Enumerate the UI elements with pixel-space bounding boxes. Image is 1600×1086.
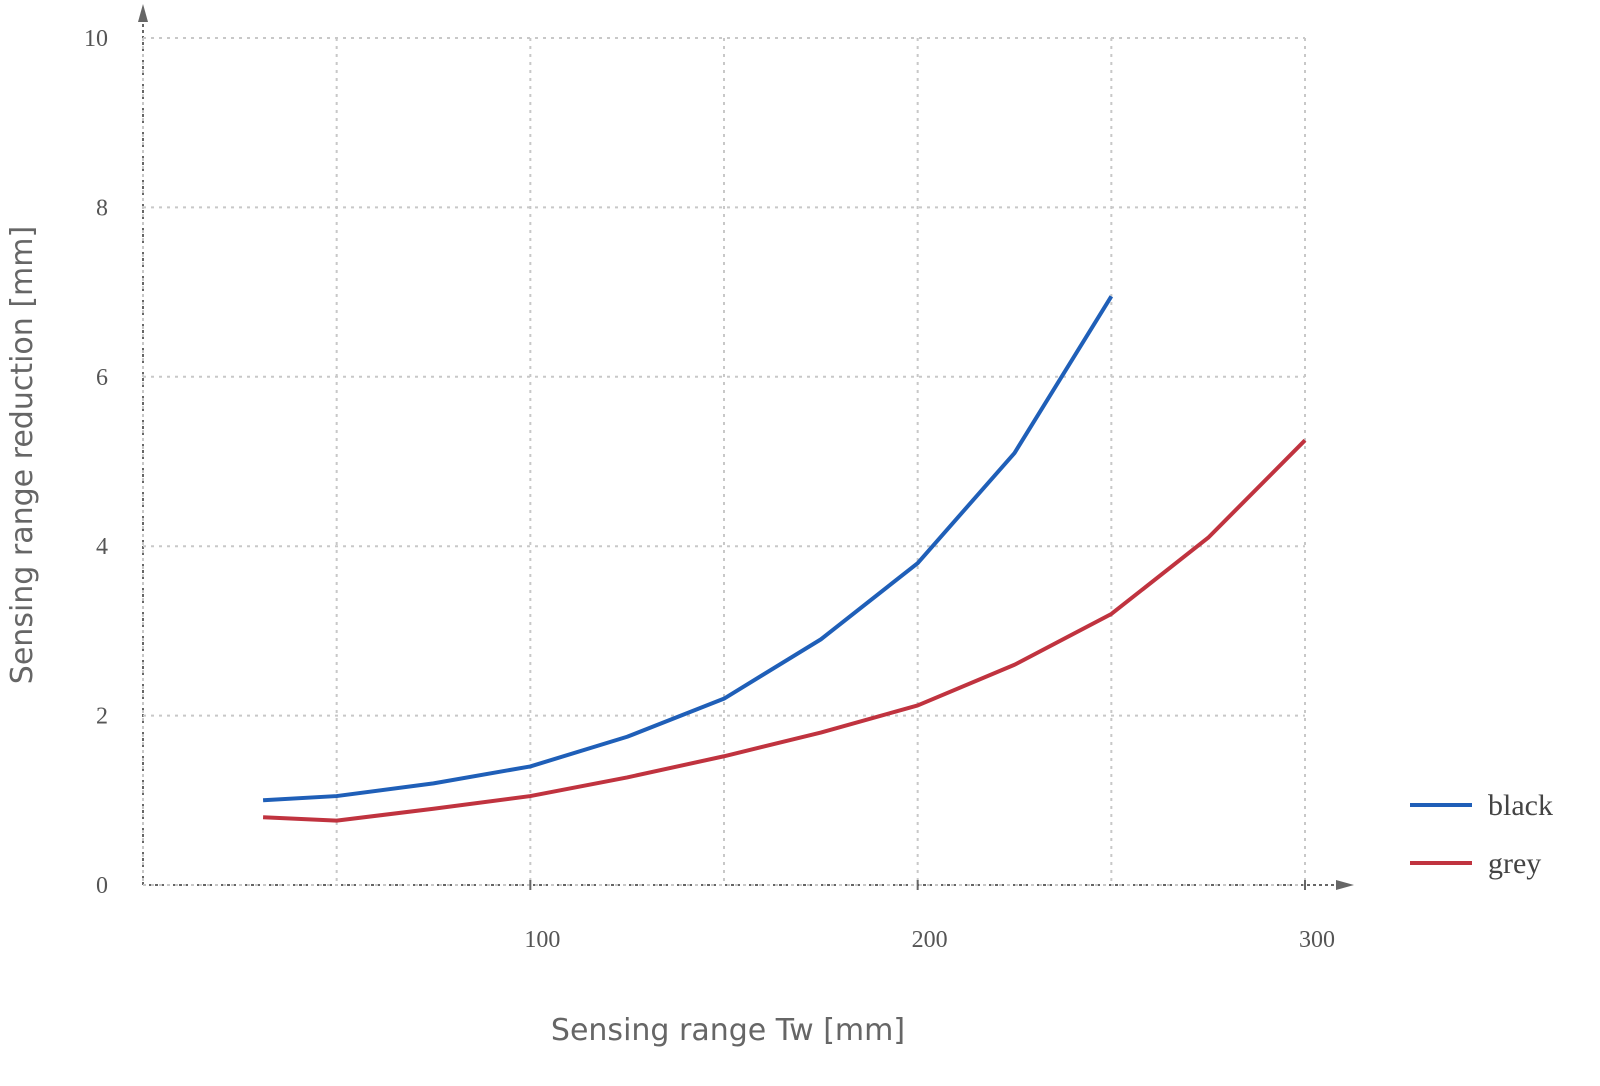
legend-label: black xyxy=(1488,789,1553,822)
line xyxy=(262,295,1114,803)
x-tick-label: 200 xyxy=(912,927,948,953)
y-tick-label: 10 xyxy=(84,26,108,52)
y-axis-title: Sensing range reduction [mm] xyxy=(5,226,40,684)
y-axis-arrow xyxy=(138,4,148,22)
y-tick-label: 6 xyxy=(96,365,108,391)
x-axis-arrow xyxy=(1336,880,1354,890)
y-tick-label: 8 xyxy=(96,195,108,221)
y-tick-label: 0 xyxy=(96,873,108,899)
y-tick-label: 2 xyxy=(96,704,108,730)
x-tick-label: 300 xyxy=(1299,927,1335,953)
legend-label: grey xyxy=(1488,847,1541,880)
x-axis-title: Sensing range Tw [mm] xyxy=(551,1013,905,1048)
x-tick-label: 100 xyxy=(524,927,560,953)
line xyxy=(262,438,1307,823)
y-tick-label: 4 xyxy=(96,534,108,560)
